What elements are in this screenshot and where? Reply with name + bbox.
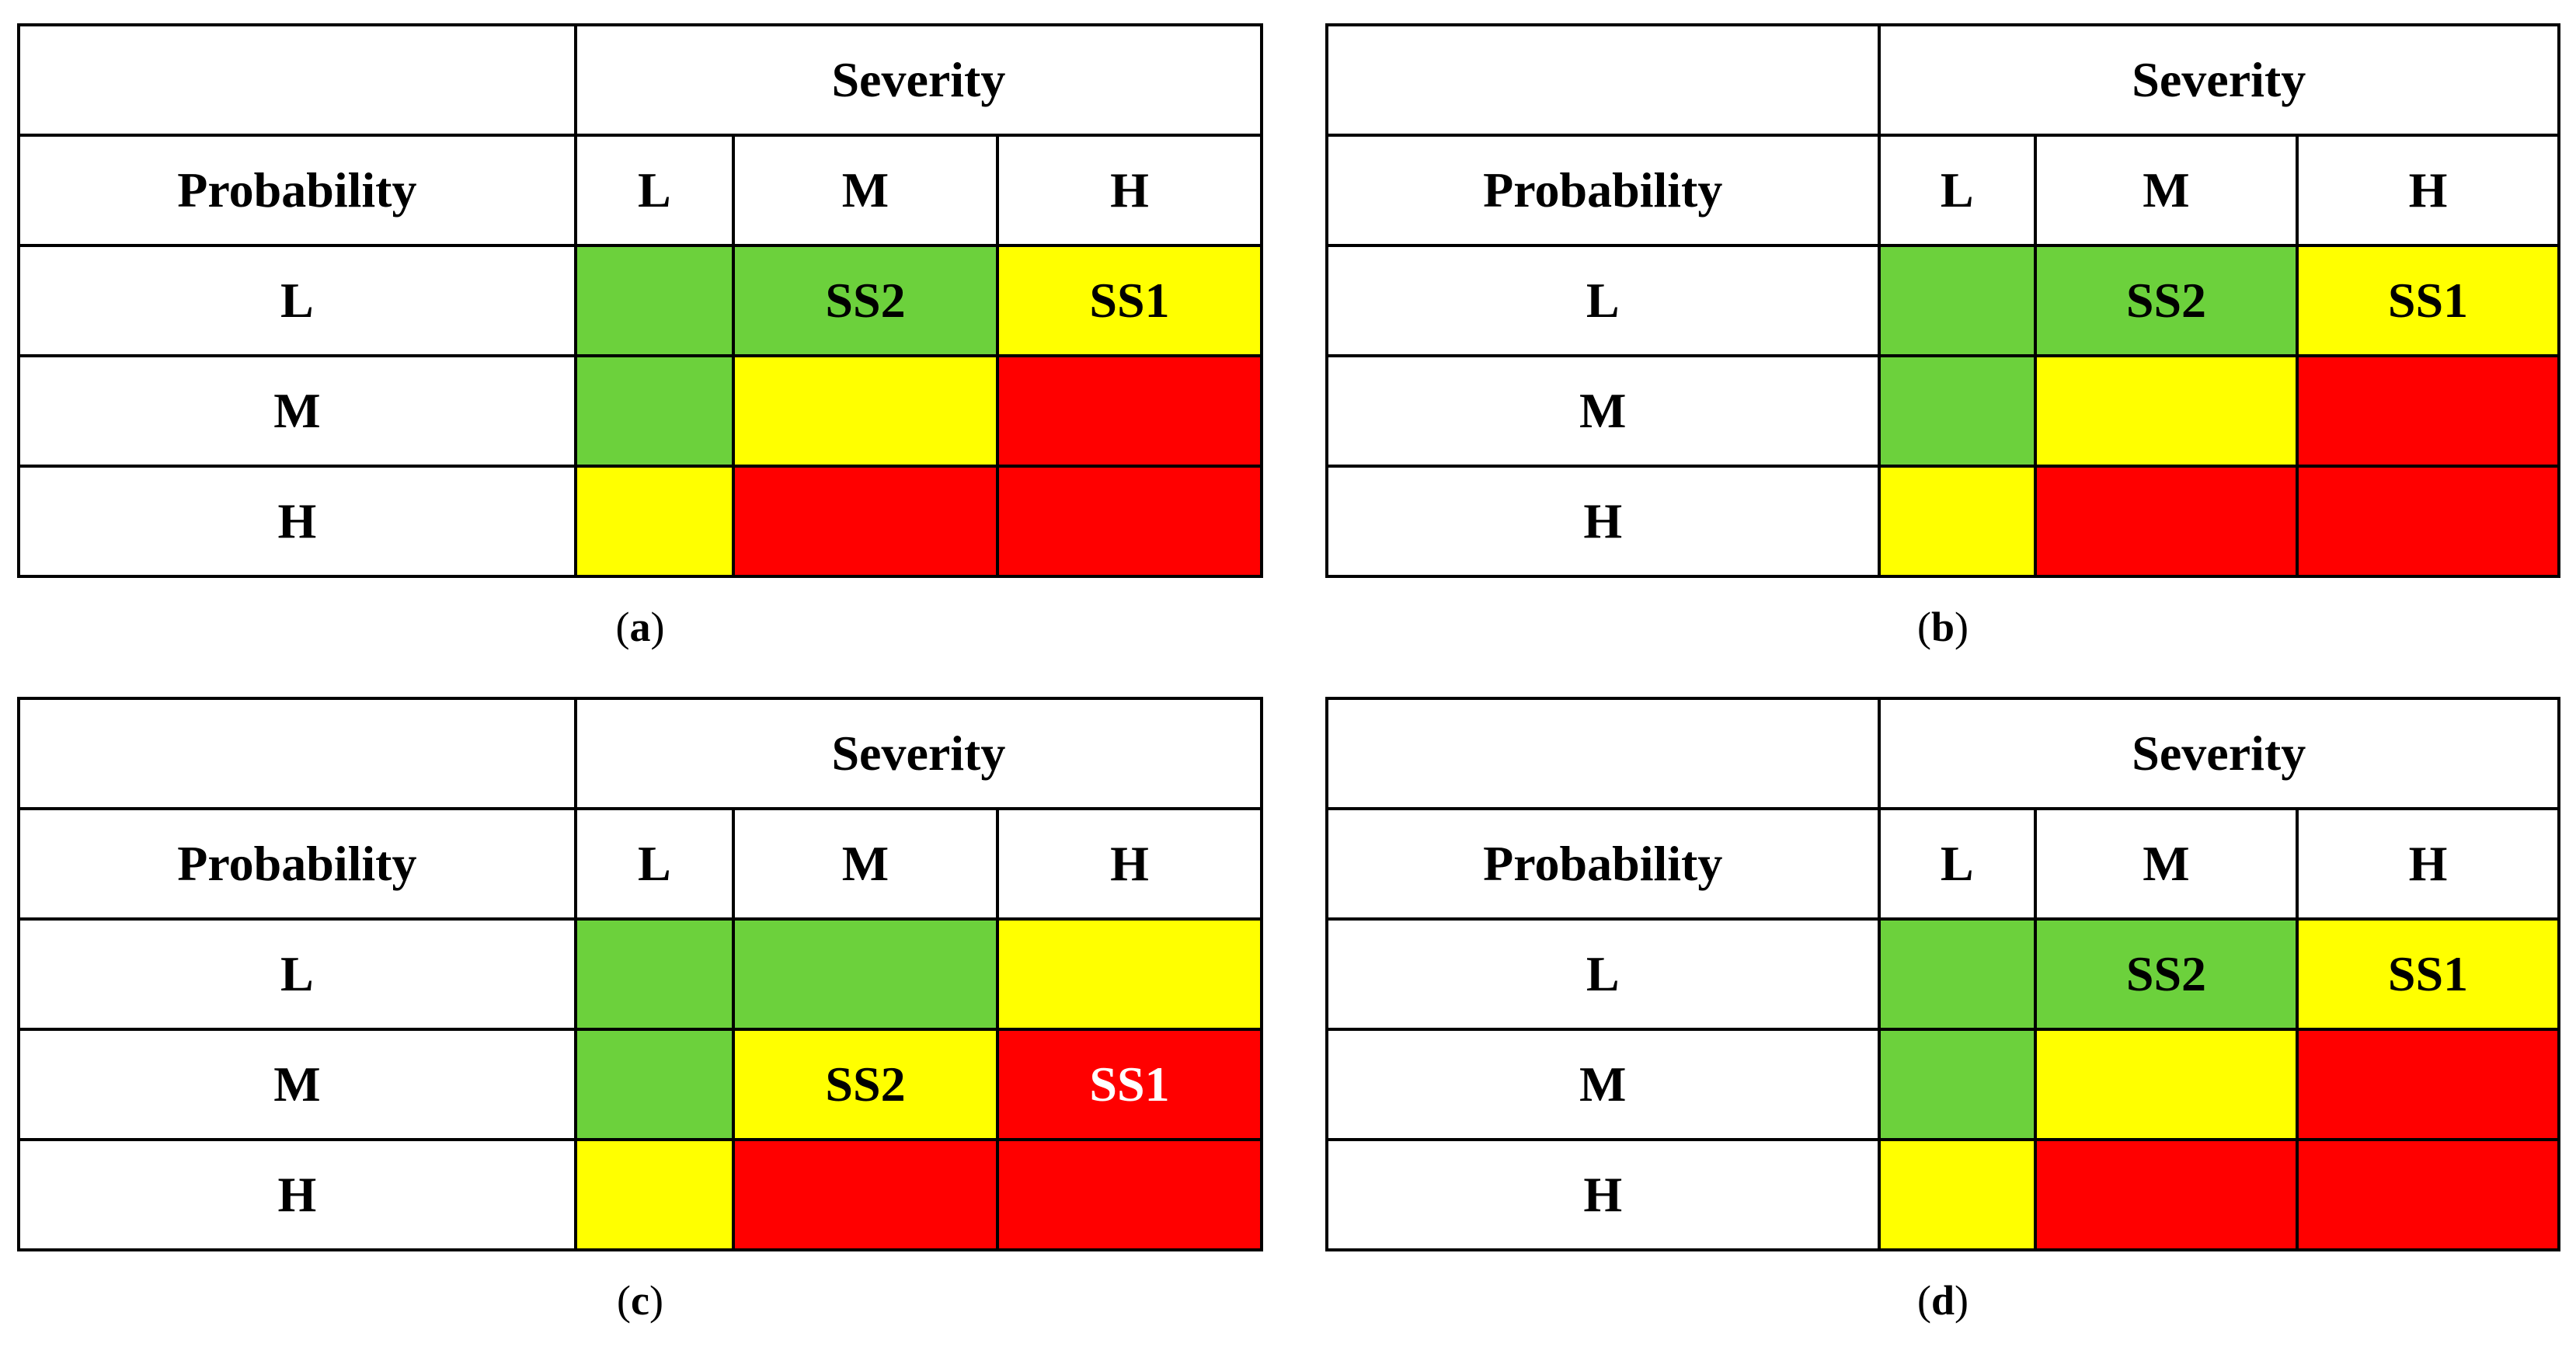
severity-level-label: L: [573, 134, 735, 247]
corner-cell: [1325, 697, 1881, 810]
probability-header: Probability: [1325, 807, 1881, 921]
caption-letter: c: [631, 1277, 649, 1324]
risk-matrix-table: Severity Probability L M H L M SS2 SS1 H: [17, 697, 1264, 1251]
risk-cell: SS1: [2295, 917, 2561, 1031]
probability-level-label: H: [1325, 1138, 1881, 1251]
caption-letter: a: [629, 604, 651, 650]
risk-matrix-panel-b: Severity Probability L M H L SS2 SS1 M H…: [1325, 23, 2561, 676]
caption-letter: b: [1930, 604, 1955, 650]
probability-level-label: M: [17, 1028, 577, 1141]
caption-paren: ): [1955, 604, 1969, 650]
caption-paren: (: [1916, 1277, 1931, 1324]
severity-level-label: L: [1877, 807, 2037, 921]
risk-cell: [573, 1138, 735, 1251]
risk-cell: [2033, 465, 2299, 578]
risk-cell: [573, 917, 735, 1031]
severity-level-label: H: [2295, 134, 2561, 247]
severity-header: Severity: [1877, 697, 2561, 810]
severity-level-label: H: [995, 134, 1264, 247]
corner-cell: [17, 697, 577, 810]
severity-level-label: M: [2033, 807, 2299, 921]
risk-cell: [2033, 1028, 2299, 1141]
risk-cell: [573, 465, 735, 578]
risk-cell: [573, 1028, 735, 1141]
risk-cell: [1877, 244, 2037, 357]
probability-level-label: M: [17, 354, 577, 468]
risk-cell: [731, 917, 999, 1031]
probability-level-label: H: [17, 1138, 577, 1251]
probability-header: Probability: [1325, 134, 1881, 247]
risk-cell: SS1: [2295, 244, 2561, 357]
risk-cell: [1877, 465, 2037, 578]
risk-cell: SS1: [995, 244, 1264, 357]
probability-header: Probability: [17, 134, 577, 247]
corner-cell: [17, 23, 577, 137]
risk-matrix-panel-d: Severity Probability L M H L SS2 SS1 M H…: [1325, 697, 2561, 1349]
severity-level-label: H: [995, 807, 1264, 921]
severity-header: Severity: [573, 23, 1264, 137]
caption-paren: (: [617, 1277, 632, 1324]
panel-caption: (b): [1325, 578, 2560, 676]
risk-cell: [1877, 1028, 2037, 1141]
severity-level-label: M: [731, 807, 999, 921]
risk-matrix-table: Severity Probability L M H L SS2 SS1 M H: [1325, 23, 2561, 578]
risk-cell: [2295, 465, 2561, 578]
risk-cell: [995, 1138, 1264, 1251]
risk-cell: [995, 465, 1264, 578]
risk-cell: SS2: [2033, 244, 2299, 357]
risk-cell: SS2: [731, 1028, 999, 1141]
probability-level-label: H: [17, 465, 577, 578]
risk-cell: [995, 917, 1264, 1031]
caption-paren: ): [1955, 1277, 1969, 1324]
risk-matrix-table: Severity Probability L M H L SS2 SS1 M H: [1325, 697, 2561, 1251]
severity-header: Severity: [1877, 23, 2561, 137]
severity-level-label: M: [731, 134, 999, 247]
risk-matrix-panel-c: Severity Probability L M H L M SS2 SS1 H…: [17, 697, 1264, 1349]
risk-cell: [2033, 354, 2299, 468]
severity-level-label: H: [2295, 807, 2561, 921]
risk-cell: [573, 354, 735, 468]
risk-cell: [1877, 1138, 2037, 1251]
severity-level-label: L: [1877, 134, 2037, 247]
risk-cell: [995, 354, 1264, 468]
panel-caption: (a): [17, 578, 1263, 676]
probability-level-label: L: [1325, 917, 1881, 1031]
caption-paren: ): [650, 604, 665, 650]
caption-paren: (: [1916, 604, 1931, 650]
risk-cell: [2295, 354, 2561, 468]
risk-matrix-panel-a: Severity Probability L M H L SS2 SS1 M H…: [17, 23, 1264, 676]
risk-matrix-table: Severity Probability L M H L SS2 SS1 M H: [17, 23, 1264, 578]
panel-caption: (c): [17, 1251, 1263, 1349]
probability-level-label: L: [17, 244, 577, 357]
caption-letter: d: [1930, 1277, 1955, 1324]
severity-level-label: L: [573, 807, 735, 921]
probability-level-label: M: [1325, 1028, 1881, 1141]
corner-cell: [1325, 23, 1881, 137]
caption-paren: ): [649, 1277, 663, 1324]
probability-header: Probability: [17, 807, 577, 921]
risk-cell: [731, 354, 999, 468]
risk-cell: SS2: [731, 244, 999, 357]
risk-cell: [731, 1138, 999, 1251]
risk-cell: [573, 244, 735, 357]
risk-cell: [2295, 1138, 2561, 1251]
risk-cell: SS1: [995, 1028, 1264, 1141]
severity-header: Severity: [573, 697, 1264, 810]
risk-cell: SS2: [2033, 917, 2299, 1031]
risk-cell: [2033, 1138, 2299, 1251]
severity-level-label: M: [2033, 134, 2299, 247]
risk-cell: [731, 465, 999, 578]
risk-cell: [2295, 1028, 2561, 1141]
probability-level-label: L: [1325, 244, 1881, 357]
risk-cell: [1877, 917, 2037, 1031]
risk-cell: [1877, 354, 2037, 468]
caption-paren: (: [615, 604, 630, 650]
probability-level-label: H: [1325, 465, 1881, 578]
panel-caption: (d): [1325, 1251, 2560, 1349]
probability-level-label: L: [17, 917, 577, 1031]
probability-level-label: M: [1325, 354, 1881, 468]
